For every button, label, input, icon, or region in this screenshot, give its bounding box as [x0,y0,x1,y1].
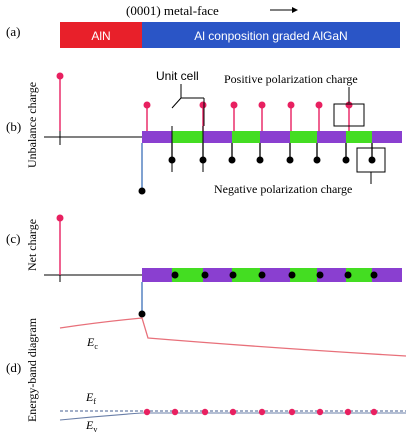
band-lines [59,317,407,421]
positive-charge-label: Positive polarization charge [224,72,358,86]
panel-b-charges [56,72,376,164]
negative-charge [256,156,264,164]
well-segment-7 [346,268,372,282]
band-charge-dot [229,408,237,416]
panel-c-superlattice [142,268,402,282]
net-positive-charge [56,214,64,222]
net-charge-dot [344,271,352,279]
positive-charge [199,101,207,109]
positive-charge [230,101,238,109]
band-charge-dot [316,408,324,416]
ev-label: Ev [85,418,97,434]
unit-cell-bracket [171,84,205,126]
negative-charge [286,156,294,164]
panel-d-ylabel: Energy-band diagram [25,317,39,422]
ef-label: Ef [85,390,96,406]
band-charge-dot [143,408,151,416]
panel-c-ylabel: Net charge [25,219,39,271]
conduction-band [59,317,407,357]
positive-charge [143,101,151,109]
positive-charge-box [333,103,365,127]
barrier-segment-6 [317,131,346,143]
band-charge-dot [370,408,378,416]
net-charge-dot [258,271,266,279]
positive-charge [56,72,64,80]
well-segment-3 [232,268,260,282]
barrier-segment-8 [372,268,402,282]
positive-charge [345,101,353,109]
algan-layer [142,22,400,48]
positive-charge [315,101,323,109]
barrier-segment-4 [260,131,290,143]
net-charge-dot [288,271,296,279]
negative-charge [228,156,236,164]
band-charge-dot [288,408,296,416]
barrier-segment-0 [142,268,172,282]
panel-c-label: (c) [6,231,20,246]
positive-charge [287,101,295,109]
aln-layer-label: AlN [91,29,110,43]
well-segment-7 [346,131,372,143]
panel-b-superlattice [142,131,402,143]
unit-cell-label: Unit cell [156,69,199,83]
well-segment-5 [290,131,317,143]
band-charge-dot [171,408,179,416]
barrier-segment-0 [142,131,172,143]
ec-label: Ec [86,335,98,351]
net-charge-dot [171,271,179,279]
barrier-segment-2 [203,268,232,282]
negative-charge [368,156,376,164]
barrier-segment-8 [372,131,402,143]
panel-b-ylabel: Unbalance charge [25,82,39,168]
positive-charge [258,101,266,109]
growth-direction-title: (0001) metal-face [126,3,219,18]
interface-net-charge [138,310,146,318]
panel-b-interface-charge [138,143,146,195]
band-charge-dot [201,408,209,416]
negative-charge-label: Negative polarization charge [214,182,352,196]
net-charge-dot [316,271,324,279]
panel-d-charges [143,408,378,416]
valence-band [59,412,406,421]
negative-charge [313,156,321,164]
band-charge-dot [344,408,352,416]
panel-c-charges [56,214,378,279]
unit-cell-box [171,126,204,172]
band-charge-dot [258,408,266,416]
panel-c-interface-charge [138,282,146,318]
barrier-segment-2 [203,131,232,143]
barrier-segment-6 [317,268,346,282]
net-charge-dot [201,271,209,279]
well-segment-1 [172,131,203,143]
net-charge-dot [370,271,378,279]
growth-direction-arrow [270,7,298,13]
well-segment-3 [232,131,260,143]
panel-b-label: (b) [6,119,21,134]
aln-layer [60,22,142,48]
well-segment-5 [290,268,317,282]
panel-a-label: (a) [6,24,20,39]
negative-charge [342,156,350,164]
net-charge-dot [229,271,237,279]
interface-negative-charge [138,187,146,195]
panel-d-label: (d) [6,360,21,375]
algan-layer-label: Al conposition graded AlGaN [194,29,347,43]
barrier-segment-4 [260,268,290,282]
well-segment-1 [172,268,203,282]
